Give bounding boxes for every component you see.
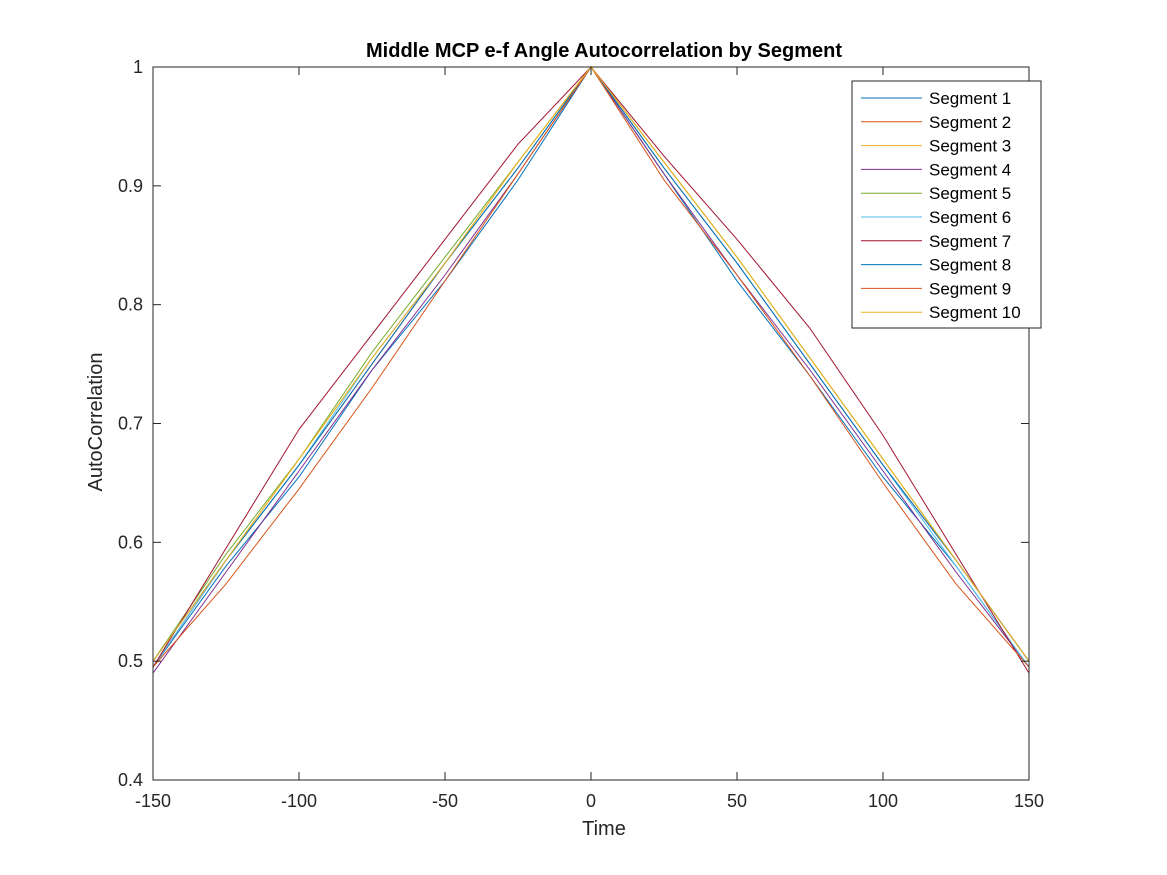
- x-tick-label: 100: [868, 791, 898, 811]
- chart-title: Middle MCP e-f Angle Autocorrelation by …: [366, 40, 842, 62]
- y-tick-label: 0.6: [118, 532, 143, 552]
- x-axis-label: Time: [582, 818, 626, 840]
- legend-items: Segment 1 Segment 2 Segment 3 Segment 4 Segm…: [861, 89, 1021, 322]
- legend-label-segment-7: Segment 7: [929, 232, 1011, 251]
- legend: Segment 1 Segment 2 Segment 3 Segment 4 Segm…: [851, 80, 1042, 329]
- y-tick-label: 0.9: [118, 176, 143, 196]
- legend-label-segment-6: Segment 6: [929, 208, 1011, 227]
- y-tick-label: 0.8: [118, 295, 143, 315]
- legend-label-segment-1: Segment 1: [929, 89, 1011, 108]
- x-axis-ticks: -150 -100 -50 0 50 100 150: [135, 67, 1044, 811]
- legend-label-segment-2: Segment 2: [929, 113, 1011, 132]
- x-tick-label: -100: [281, 791, 317, 811]
- x-tick-label: -150: [135, 791, 171, 811]
- y-tick-label: 0.5: [118, 651, 143, 671]
- y-axis-ticks: 0.4 0.5 0.6 0.7 0.8 0.9 1: [118, 57, 1029, 790]
- plot-area: -150 -100 -50 0 50 100 150 0.4 0.5 0.6 0.7 0.8 0.9 1: [118, 57, 1044, 811]
- y-tick-label: 1: [133, 57, 143, 77]
- y-tick-label: 0.7: [118, 414, 143, 434]
- y-axis-label: AutoCorrelation: [85, 353, 107, 492]
- x-tick-label: 0: [586, 791, 596, 811]
- legend-label-segment-3: Segment 3: [929, 137, 1011, 156]
- legend-label-segment-4: Segment 4: [929, 160, 1011, 179]
- x-tick-label: 50: [727, 791, 747, 811]
- x-tick-label: 150: [1014, 791, 1044, 811]
- legend-label-segment-9: Segment 9: [929, 279, 1011, 298]
- legend-label-segment-5: Segment 5: [929, 184, 1011, 203]
- legend-label-segment-8: Segment 8: [929, 256, 1011, 275]
- x-tick-label: -50: [432, 791, 458, 811]
- y-tick-label: 0.4: [118, 770, 143, 790]
- legend-label-segment-10: Segment 10: [929, 303, 1021, 322]
